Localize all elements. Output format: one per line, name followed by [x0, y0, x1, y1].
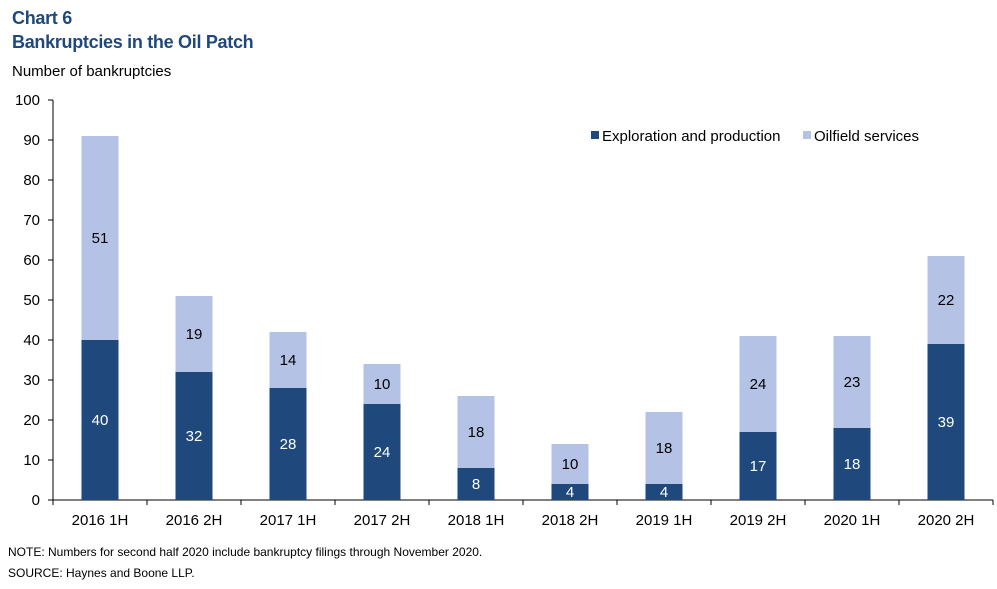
data-label-oilfield-services: 23 [844, 374, 861, 391]
bar-oilfield-services [739, 336, 777, 432]
data-label-oilfield-services: 24 [750, 376, 767, 393]
data-label-exploration-production: 18 [844, 456, 861, 473]
bar-oilfield-services [833, 336, 871, 428]
y-tick-label: 60 [23, 252, 40, 269]
bar-exploration-production [645, 484, 683, 500]
y-tick-label: 10 [23, 452, 40, 469]
bar-oilfield-services [269, 332, 307, 388]
x-tick-label: 2016 1H [72, 512, 129, 529]
bar-exploration-production [269, 388, 307, 500]
bar-oilfield-services [645, 412, 683, 484]
data-label-oilfield-services: 10 [374, 376, 391, 393]
data-label-oilfield-services: 22 [938, 292, 955, 309]
bar-exploration-production [363, 404, 401, 500]
x-tick-label: 2017 1H [260, 512, 317, 529]
x-tick-label: 2016 2H [166, 512, 223, 529]
x-tick-label: 2018 2H [542, 512, 599, 529]
data-label-oilfield-services: 10 [562, 456, 579, 473]
data-label-oilfield-services: 19 [186, 326, 203, 343]
chart-title: Bankruptcies in the Oil Patch [12, 32, 254, 52]
x-tick-label: 2017 2H [354, 512, 411, 529]
data-label-oilfield-services: 18 [468, 424, 485, 441]
data-label-exploration-production: 32 [186, 428, 203, 445]
legend-oilfield-services-label: Oilfield services [814, 128, 919, 145]
y-tick-label: 100 [15, 92, 40, 109]
y-tick-label: 20 [23, 412, 40, 429]
footnote: NOTE: Numbers for second half 2020 inclu… [8, 545, 483, 559]
bar-oilfield-services [363, 364, 401, 404]
legend-exploration-production-swatch [591, 131, 599, 139]
data-label-oilfield-services: 14 [280, 352, 297, 369]
bar-oilfield-services [175, 296, 213, 372]
data-label-oilfield-services: 18 [656, 440, 673, 457]
bar-oilfield-services [551, 444, 589, 484]
y-tick-label: 90 [23, 132, 40, 149]
y-axis: 0 10 20 30 40 50 60 70 80 90 100 [15, 92, 54, 509]
y-tick-label: 40 [23, 332, 40, 349]
y-tick-label: 30 [23, 372, 40, 389]
legend-oilfield-services-swatch [803, 131, 811, 139]
bar-exploration-production [81, 340, 119, 500]
data-label-exploration-production: 4 [660, 484, 668, 501]
bar-exploration-production [551, 484, 589, 500]
x-tick-label: 2019 2H [730, 512, 787, 529]
y-tick-label: 50 [23, 292, 40, 309]
legend: Exploration and production Oilfield servi… [591, 128, 919, 145]
y-tick-label: 80 [23, 172, 40, 189]
bar-oilfield-services [81, 136, 119, 340]
x-tick-label: 2020 1H [824, 512, 881, 529]
y-tick-label: 70 [23, 212, 40, 229]
x-axis: 2016 1H 2016 2H 2017 1H 2017 2H 2018 1H 2018 … [52, 499, 994, 529]
data-label-exploration-production: 39 [938, 414, 955, 431]
data-label-exploration-production: 28 [280, 436, 297, 453]
data-label-exploration-production: 17 [750, 458, 767, 475]
x-tick-label: 2019 1H [636, 512, 693, 529]
data-label-exploration-production: 24 [374, 444, 391, 461]
legend-exploration-production-label: Exploration and production [602, 128, 780, 145]
y-tick-label: 0 [32, 492, 40, 509]
data-label-exploration-production: 4 [566, 484, 574, 501]
data-label-exploration-production: 8 [472, 476, 480, 493]
y-axis-units-label: Number of bankruptcies [12, 63, 172, 80]
data-label-oilfield-services: 51 [92, 230, 109, 247]
x-tick-label: 2018 1H [448, 512, 505, 529]
bar-exploration-production [457, 468, 495, 500]
bar-exploration-production [739, 432, 777, 500]
bar-oilfield-services [457, 396, 495, 468]
bar-exploration-production [175, 372, 213, 500]
chart-number: Chart 6 [12, 8, 72, 28]
source-note: SOURCE: Haynes and Boone LLP. [8, 566, 195, 580]
bar-exploration-production [927, 344, 965, 500]
bars: 40 51 32 19 28 14 24 10 8 18 4 10 4 18 17 24 18 23 39 22 [81, 136, 965, 501]
bar-oilfield-services [927, 256, 965, 344]
data-label-exploration-production: 40 [92, 412, 109, 429]
bar-exploration-production [833, 428, 871, 500]
x-tick-label: 2020 2H [918, 512, 975, 529]
